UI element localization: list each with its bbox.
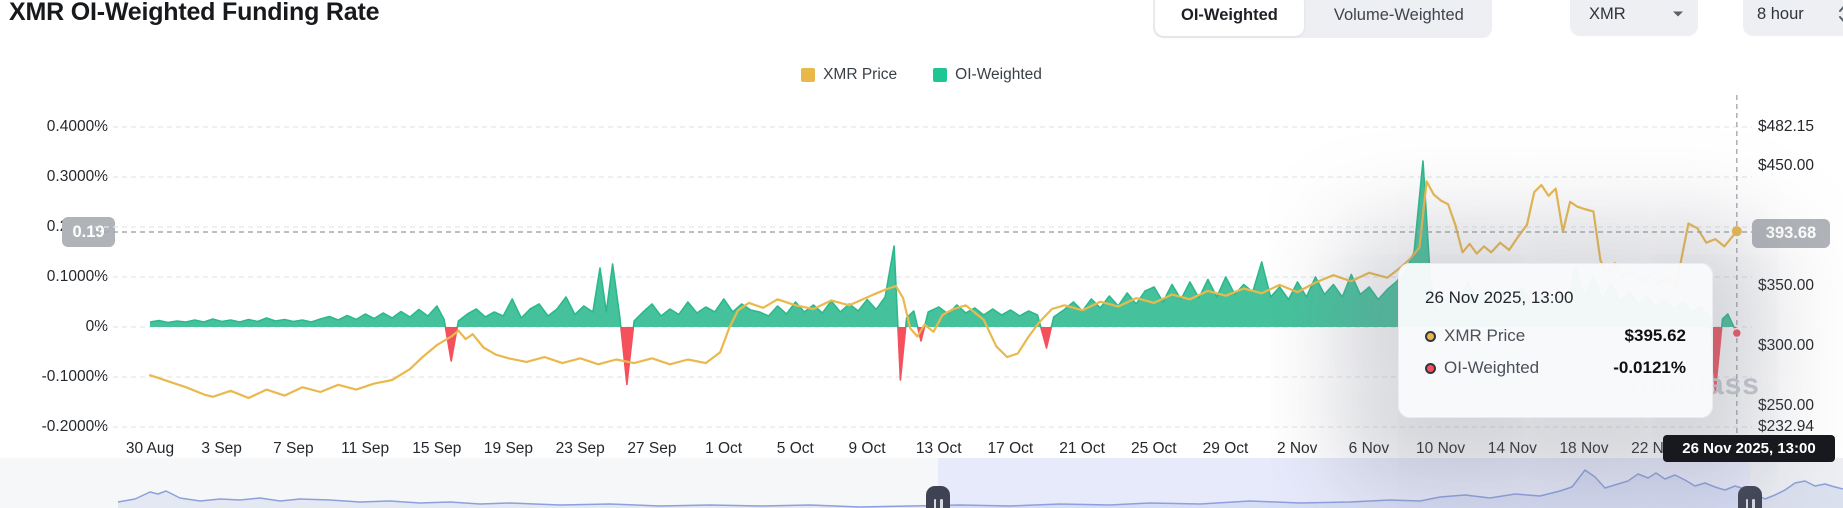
x-axis-tick: 21 Oct xyxy=(1059,440,1105,457)
tooltip: 26 Nov 2025, 13:00 XMR Price $395.62 OI-… xyxy=(1398,263,1713,418)
x-axis-tick: 7 Sep xyxy=(273,440,314,457)
x-axis-tick: 5 Oct xyxy=(776,440,814,457)
crosshair-date-badge: 26 Nov 2025, 13:00 xyxy=(1663,435,1835,462)
left-axis-tick: -0.1000% xyxy=(41,368,108,385)
tooltip-value: $395.62 xyxy=(1624,326,1686,345)
left-axis-tick: 0.3000% xyxy=(46,168,108,185)
coin-select[interactable]: XMR xyxy=(1570,0,1698,36)
x-axis-tick: 9 Oct xyxy=(848,440,886,457)
x-axis-tick: 29 Oct xyxy=(1202,440,1249,457)
x-axis-tick: 23 Sep xyxy=(555,440,605,457)
x-axis-tick: 3 Sep xyxy=(201,440,242,457)
x-axis-tick: 27 Sep xyxy=(627,440,677,457)
tooltip-row-price: XMR Price $395.62 xyxy=(1425,326,1686,346)
updown-icon xyxy=(1839,6,1843,22)
x-axis-tick: 19 Sep xyxy=(483,440,534,457)
tooltip-label: XMR Price xyxy=(1444,326,1526,345)
x-axis-tick: 14 Nov xyxy=(1487,440,1537,457)
left-axis-tick: 0.4000% xyxy=(46,118,108,135)
page-title: XMR OI-Weighted Funding Rate xyxy=(9,0,380,26)
x-axis-tick: 1 Oct xyxy=(705,440,743,457)
coin-select-value: XMR xyxy=(1589,4,1626,23)
crosshair-right-badge: 393.68 xyxy=(1752,219,1830,248)
navigator-chart xyxy=(117,469,1843,508)
legend-item-xmr-price[interactable]: XMR Price xyxy=(801,66,897,84)
tab-volume-weighted[interactable]: Volume-Weighted xyxy=(1333,5,1464,24)
x-axis-tick: 17 Oct xyxy=(987,440,1034,457)
interval-select[interactable]: 8 hour xyxy=(1743,0,1843,36)
right-axis-tick: $232.94 xyxy=(1758,418,1815,435)
tooltip-value: -0.0121% xyxy=(1613,358,1686,377)
xmr-price-swatch xyxy=(801,68,816,82)
tab-oi-weighted[interactable]: OI-Weighted xyxy=(1155,0,1304,36)
funding-dot-icon xyxy=(1425,362,1436,374)
x-axis-tick: 2 Nov xyxy=(1276,440,1318,457)
price-dot-icon xyxy=(1425,330,1436,342)
tooltip-date: 26 Nov 2025, 13:00 xyxy=(1425,288,1574,307)
x-axis-tick: 15 Sep xyxy=(412,440,462,457)
navigator-right-handle[interactable] xyxy=(1738,486,1762,508)
left-axis-tick: 0.1000% xyxy=(46,268,108,285)
left-axis-tick: -0.2000% xyxy=(41,418,108,435)
chevron-down-icon xyxy=(1673,11,1683,17)
legend-label: XMR Price xyxy=(823,66,898,83)
legend-label: OI-Weighted xyxy=(955,66,1042,83)
tooltip-label: OI-Weighted xyxy=(1444,358,1540,377)
x-axis-tick: 6 Nov xyxy=(1348,440,1390,457)
navigator[interactable] xyxy=(0,458,1843,508)
oi-weighted-swatch xyxy=(933,68,948,82)
weighting-toggle: OI-Weighted Volume-Weighted xyxy=(1153,0,1492,38)
legend: XMR Price OI-Weighted xyxy=(0,66,1843,84)
right-axis-tick: $250.00 xyxy=(1758,397,1815,415)
right-axis-tick: $450.00 xyxy=(1758,156,1815,174)
x-axis-tick: 13 Oct xyxy=(915,440,962,457)
x-axis-tick: 30 Aug xyxy=(125,440,175,457)
tooltip-row-funding: OI-Weighted -0.0121% xyxy=(1425,358,1686,378)
interval-select-value: 8 hour xyxy=(1757,4,1804,23)
x-axis-tick: 18 Nov xyxy=(1559,440,1609,457)
x-axis-tick: 11 Sep xyxy=(341,440,390,457)
legend-item-oi-weighted[interactable]: OI-Weighted xyxy=(933,66,1042,84)
navigator-selected-range[interactable] xyxy=(938,458,1750,508)
right-axis-tick: $300.00 xyxy=(1758,337,1815,355)
right-axis-tick: $482.15 xyxy=(1758,118,1815,135)
right-axis-tick: $350.00 xyxy=(1758,277,1815,295)
x-axis-tick: 10 Nov xyxy=(1416,440,1466,457)
x-axis-tick: 25 Oct xyxy=(1130,440,1177,457)
navigator-left-handle[interactable] xyxy=(926,486,950,508)
